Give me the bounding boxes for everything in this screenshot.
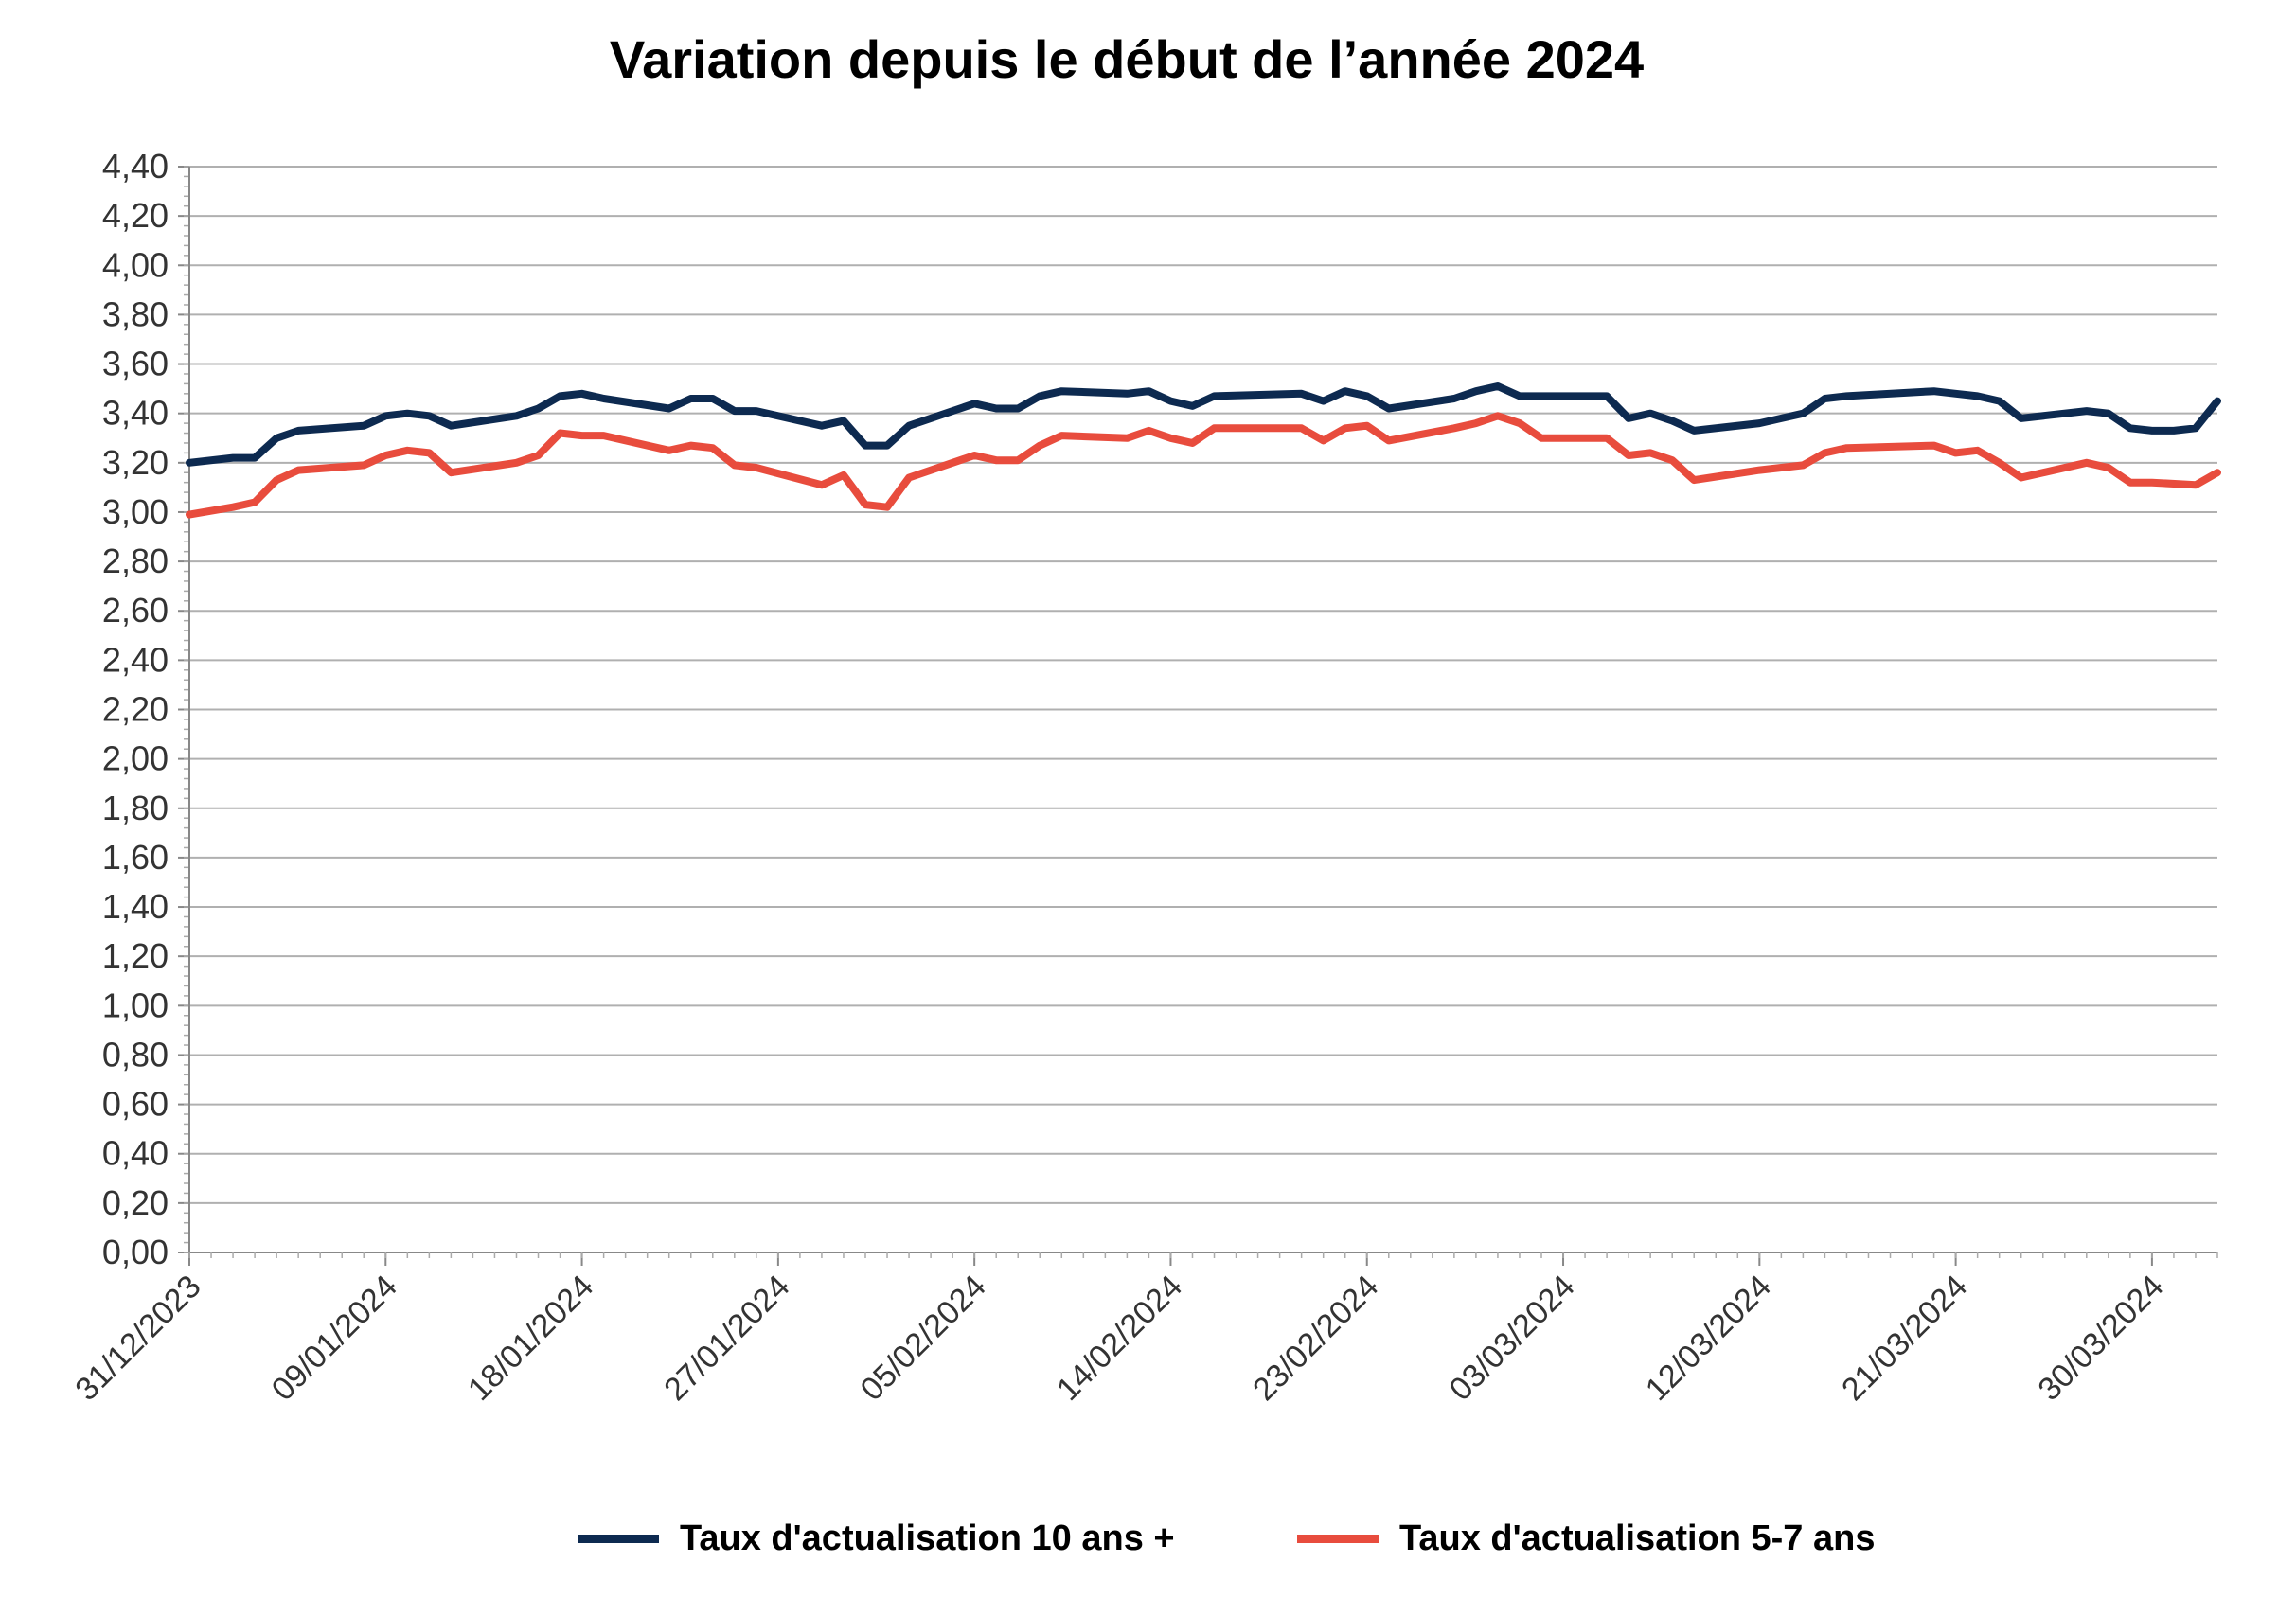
legend-label-5-7-ans: Taux d'actualisation 5-7 ans	[1399, 1518, 1876, 1558]
x-tick-label: 27/01/2024	[657, 1269, 796, 1408]
y-tick-label: 1,60	[102, 838, 169, 877]
x-tick-label: 12/03/2024	[1639, 1269, 1778, 1408]
y-tick-label: 4,00	[102, 245, 169, 284]
y-tick-label: 2,60	[102, 591, 169, 630]
y-tick-label: 2,20	[102, 690, 169, 729]
gridlines	[189, 166, 2217, 1204]
x-tick-label: 14/02/2024	[1050, 1269, 1189, 1408]
y-tick-label: 2,40	[102, 640, 169, 679]
y-tick-label: 4,20	[102, 196, 169, 235]
x-tick-label: 30/03/2024	[2031, 1269, 2170, 1408]
y-tick-label: 2,00	[102, 739, 169, 778]
x-tick-label: 18/01/2024	[461, 1269, 600, 1408]
legend-item-10-ans: Taux d'actualisation 10 ans +	[578, 1510, 1175, 1567]
x-tick-label: 21/03/2024	[1835, 1269, 1974, 1408]
y-tick-label: 3,00	[102, 492, 169, 531]
y-axis-ticks: 0,00 0,20 0,40 0,60 0,80 1,00 1,20 1,40 1,60 1,80…	[102, 147, 169, 1271]
legend-item-5-7-ans: Taux d'actualisation 5-7 ans	[1297, 1510, 1875, 1567]
x-tick-label: 31/12/2023	[68, 1269, 207, 1408]
chart-title: Variation depuis le début de l’année 202…	[609, 29, 1645, 89]
y-tick-label: 1,20	[102, 936, 169, 975]
series-lines	[186, 382, 2221, 519]
y-tick-label: 1,80	[102, 789, 169, 827]
legend-swatch-5-7-ans	[1297, 1534, 1379, 1543]
y-tick-label: 0,60	[102, 1085, 169, 1124]
y-tick-label: 4,40	[102, 147, 169, 186]
y-tick-label: 3,60	[102, 345, 169, 383]
legend-label-10-ans: Taux d'actualisation 10 ans +	[680, 1518, 1175, 1558]
y-tick-label: 0,00	[102, 1233, 169, 1271]
y-tick-label: 0,20	[102, 1183, 169, 1222]
series-line-10-ans	[186, 382, 2221, 467]
y-tick-label: 3,20	[102, 443, 169, 482]
y-tick-label: 2,80	[102, 542, 169, 580]
y-tick-label: 1,40	[102, 887, 169, 926]
x-tick-label: 09/01/2024	[265, 1269, 404, 1408]
x-tick-label: 03/03/2024	[1442, 1269, 1581, 1408]
y-tick-label: 0,40	[102, 1134, 169, 1173]
legend: Taux d'actualisation 10 ans + Taux d'act…	[0, 1510, 2296, 1567]
y-tick-label: 0,80	[102, 1035, 169, 1074]
y-tick-label: 3,80	[102, 294, 169, 333]
series-line-5-7-ans	[186, 412, 2221, 519]
y-tick-label: 3,40	[102, 394, 169, 433]
y-tick-label: 1,00	[102, 985, 169, 1024]
x-tick-label: 05/02/2024	[854, 1269, 993, 1408]
axes	[178, 166, 2218, 1266]
x-tick-label: 23/02/2024	[1246, 1269, 1385, 1408]
legend-swatch-10-ans	[578, 1534, 659, 1543]
x-axis-ticks: 31/12/2023 09/01/2024 18/01/2024 27/01/2024…	[68, 1269, 2170, 1408]
